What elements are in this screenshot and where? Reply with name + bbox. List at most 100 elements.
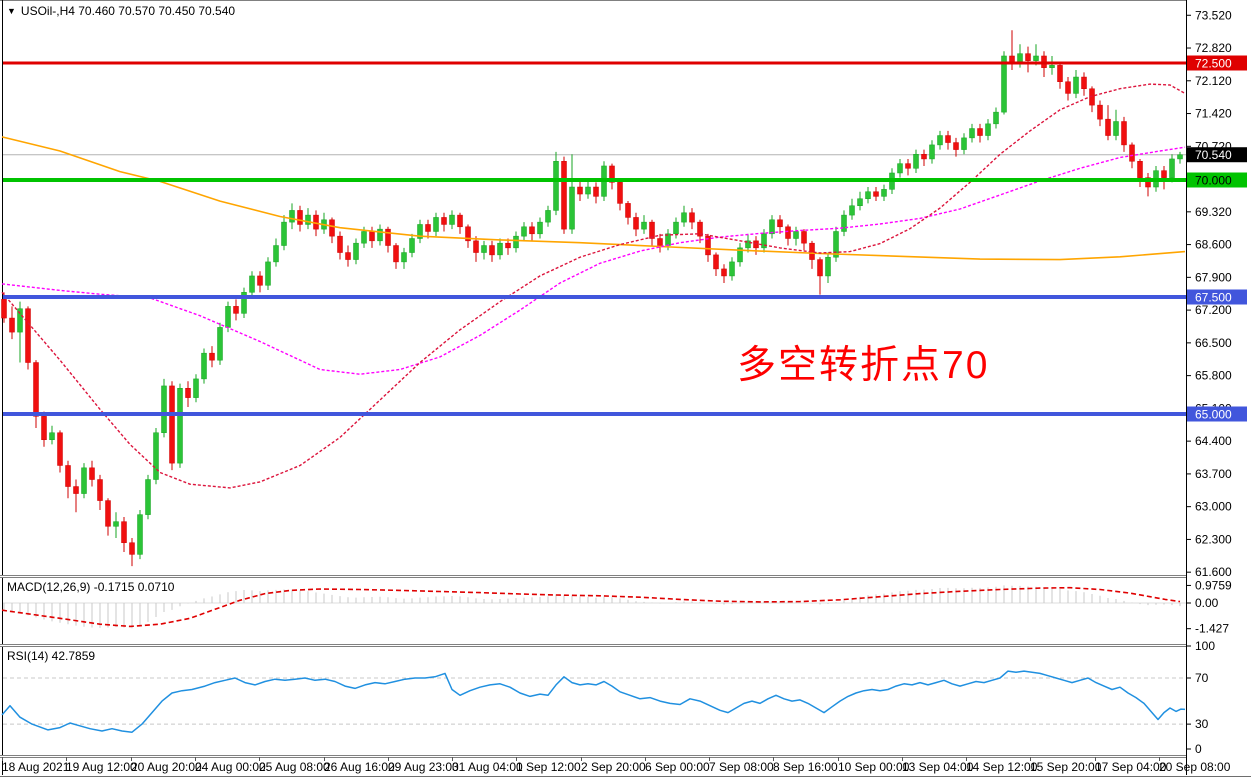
candle-bear — [777, 219, 783, 228]
rsi-indicator-label: RSI(14) 42.7859 — [7, 649, 96, 663]
time-tick-label: 13 Sep 04:00 — [902, 760, 974, 774]
candle-bear — [1025, 53, 1031, 61]
price-badge — [1187, 172, 1247, 188]
price-badge-label: 65.000 — [1195, 408, 1232, 422]
candle-bull — [49, 432, 55, 440]
candle-bear — [1057, 65, 1063, 82]
candle-bear — [185, 388, 191, 398]
candle-bull — [449, 214, 455, 225]
candle-bull — [377, 228, 383, 242]
candle-bull — [761, 233, 767, 249]
rsi-scale-label: 70 — [1195, 671, 1209, 685]
candle-bull — [193, 378, 199, 398]
price-tick-label: 69.320 — [1195, 205, 1232, 219]
candle-bear — [977, 128, 983, 136]
candle-bear — [1137, 161, 1143, 178]
candle-bear — [385, 228, 391, 246]
ma-line-crimson — [1, 83, 1186, 489]
candle-bull — [497, 242, 503, 256]
time-tick-label: 14 Sep 12:00 — [966, 760, 1038, 774]
candle-bear — [105, 500, 111, 527]
candle-bear — [801, 231, 807, 244]
time-tick-label: 10 Sep 00:00 — [838, 760, 910, 774]
candle-bull — [433, 217, 439, 232]
candle-bull — [985, 123, 991, 136]
candle-bull — [849, 205, 855, 216]
candle-bear — [697, 221, 703, 237]
candle-bull — [217, 327, 223, 361]
rsi-scale-label: 100 — [1195, 639, 1215, 653]
candle-bull — [825, 256, 831, 277]
candle-bull — [409, 238, 415, 253]
macd-scale-label: -1.427 — [1195, 622, 1229, 636]
price-tick-label: 67.900 — [1195, 270, 1232, 284]
candle-bull — [857, 198, 863, 206]
time-tick-label: 31 Aug 04:00 — [452, 760, 523, 774]
candle-bull — [793, 231, 799, 239]
time-tick-label: 20 Sep 08:00 — [1159, 760, 1231, 774]
candle-bull — [201, 352, 207, 380]
candle-bull — [961, 137, 967, 150]
candle-bull — [745, 240, 751, 249]
candle-bear — [1081, 76, 1087, 89]
price-tick-label: 62.300 — [1195, 532, 1232, 546]
candle-bull — [841, 214, 847, 232]
candle-bear — [1, 299, 7, 319]
price-scale-background[interactable] — [1186, 0, 1251, 776]
candle-bear — [65, 465, 71, 487]
candle-bull — [137, 514, 143, 555]
candle-bear — [1097, 104, 1103, 120]
time-tick-label: 8 Sep 16:00 — [773, 760, 838, 774]
candle-bear — [257, 275, 263, 286]
chart-header[interactable]: ▼ USOil-,H4 70.460 70.570 70.450 70.540 — [7, 4, 235, 18]
candle-bear — [441, 217, 447, 225]
rsi-scale-label: 0 — [1195, 742, 1202, 756]
symbol-dropdown-arrow-icon[interactable]: ▼ — [7, 6, 16, 16]
candle-bull — [113, 521, 119, 527]
time-tick-label: 2 Sep 20:00 — [581, 760, 646, 774]
candle-bear — [337, 235, 343, 253]
candle-bull — [897, 163, 903, 174]
candle-bull — [729, 261, 735, 277]
time-tick-label: 26 Aug 16:00 — [324, 760, 395, 774]
candle-bull — [145, 479, 151, 515]
candle-bull — [273, 245, 279, 263]
candle-bull — [401, 252, 407, 263]
candle-bear — [1089, 88, 1095, 106]
candle-bear — [705, 235, 711, 256]
candle-bull — [737, 247, 743, 263]
candle-bull — [241, 292, 247, 314]
candle-bull — [993, 111, 999, 125]
candle-bull — [281, 221, 287, 246]
candle-bull — [769, 219, 775, 235]
price-badge-label: 72.500 — [1195, 57, 1232, 71]
time-tick-label: 25 Aug 08:00 — [259, 760, 330, 774]
candle-bear — [129, 542, 135, 555]
candle-bull — [81, 467, 87, 494]
candle-bear — [617, 182, 623, 204]
price-tick-label: 68.600 — [1195, 238, 1232, 252]
price-tick-label: 72.820 — [1195, 41, 1232, 55]
time-tick-label: 1 Sep 12:00 — [516, 760, 581, 774]
candle-bull — [521, 226, 527, 237]
candle-bull — [225, 306, 231, 328]
time-tick-label: 19 Aug 12:00 — [66, 760, 137, 774]
price-tick-label: 66.500 — [1195, 336, 1232, 350]
candle-bear — [97, 479, 103, 501]
candle-bear — [1161, 170, 1167, 178]
candle-bear — [369, 231, 375, 242]
chart-text-annotation: 多空转折点70 — [737, 344, 990, 387]
candle-bear — [233, 306, 239, 314]
price-tick-label: 73.520 — [1195, 8, 1232, 22]
candle-bear — [9, 317, 15, 333]
candle-bear — [41, 416, 47, 440]
time-tick-label: 20 Aug 20:00 — [131, 760, 202, 774]
candle-bear — [1121, 121, 1127, 146]
candle-bear — [593, 186, 599, 197]
candle-bear — [473, 240, 479, 253]
candle-bear — [73, 486, 79, 494]
price-badge — [1187, 289, 1247, 305]
rsi-line — [1, 670, 1186, 733]
candle-bear — [489, 245, 495, 256]
